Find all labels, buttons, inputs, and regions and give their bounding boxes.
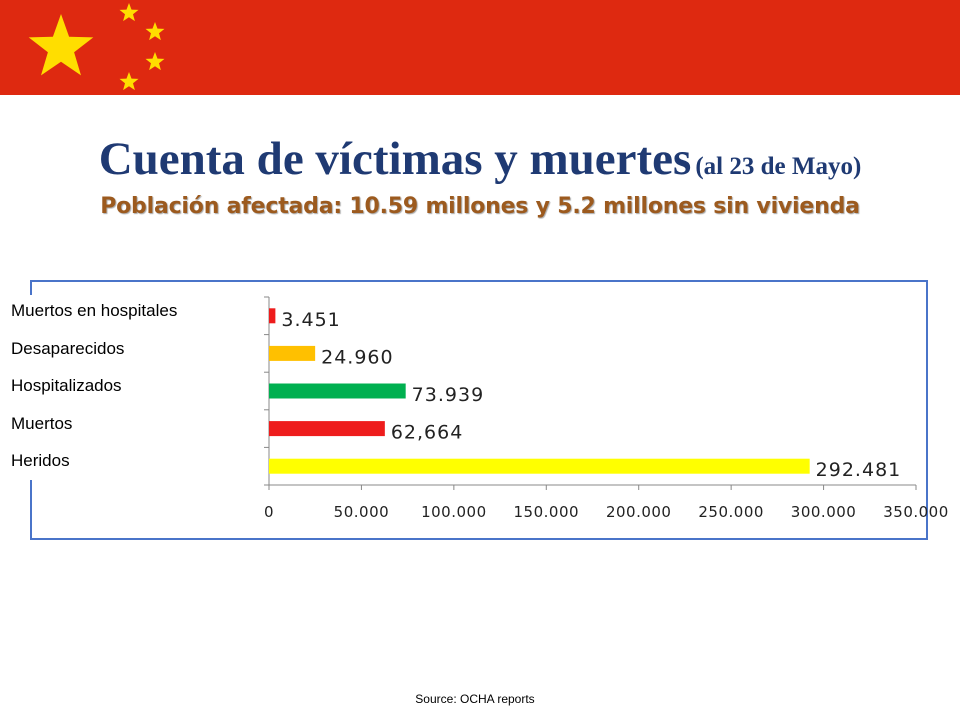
bar <box>269 345 316 361</box>
data-label: 3.451 <box>281 309 340 331</box>
small-star-icon <box>145 52 165 71</box>
bar <box>269 458 810 474</box>
x-tick-label: 100.000 <box>421 503 487 521</box>
flag-banner <box>0 0 960 95</box>
x-tick-label: 250.000 <box>698 503 764 521</box>
data-label: 73.939 <box>412 384 484 406</box>
chart-x-tick-labels: 0 50.000 100.000 150.000 200.000 250.000 300.0… <box>264 503 949 521</box>
page-subtitle: Población afectada: 10.59 millones y 5.2… <box>100 194 860 219</box>
x-tick-label: 350.000 <box>883 503 949 521</box>
chart-data-labels: 3.451 24.960 73.939 62,664 292.481 <box>281 309 902 481</box>
data-label: 24.960 <box>321 346 393 368</box>
large-star-icon <box>28 14 94 76</box>
x-tick-label: 50.000 <box>334 503 390 521</box>
x-tick-label: 300.000 <box>791 503 857 521</box>
x-tick-label: 150.000 <box>514 503 580 521</box>
category-label-desaparecidos: Desaparecidos <box>11 339 125 358</box>
x-tick-label: 0 <box>264 503 274 521</box>
category-label-hospitalizados: Hospitalizados <box>11 376 122 395</box>
chinese-flag-stars-icon <box>28 3 165 91</box>
data-label: 292.481 <box>816 459 902 481</box>
title-main: Cuenta de víctimas y muertes <box>98 133 692 185</box>
category-label-heridos: Heridos <box>11 451 70 470</box>
title-date-note: (al 23 de Mayo) <box>695 153 862 180</box>
chart-bars <box>269 308 810 474</box>
data-label: 62,664 <box>391 422 463 444</box>
bar <box>269 308 276 324</box>
bar <box>269 421 385 437</box>
category-labels: Muertos en hospitales Desaparecidos Hosp… <box>5 295 250 480</box>
category-label-muertos: Muertos <box>11 414 73 433</box>
source-note: Source: OCHA reports <box>415 692 535 706</box>
category-label-muertos-en-hospitales: Muertos en hospitales <box>11 301 178 320</box>
page-title: Cuenta de víctimas y muertes (al 23 de M… <box>0 132 960 186</box>
small-star-icon <box>119 3 139 22</box>
small-star-icon <box>119 72 139 91</box>
small-star-icon <box>145 22 165 41</box>
x-tick-label: 200.000 <box>606 503 672 521</box>
bar <box>269 383 406 399</box>
